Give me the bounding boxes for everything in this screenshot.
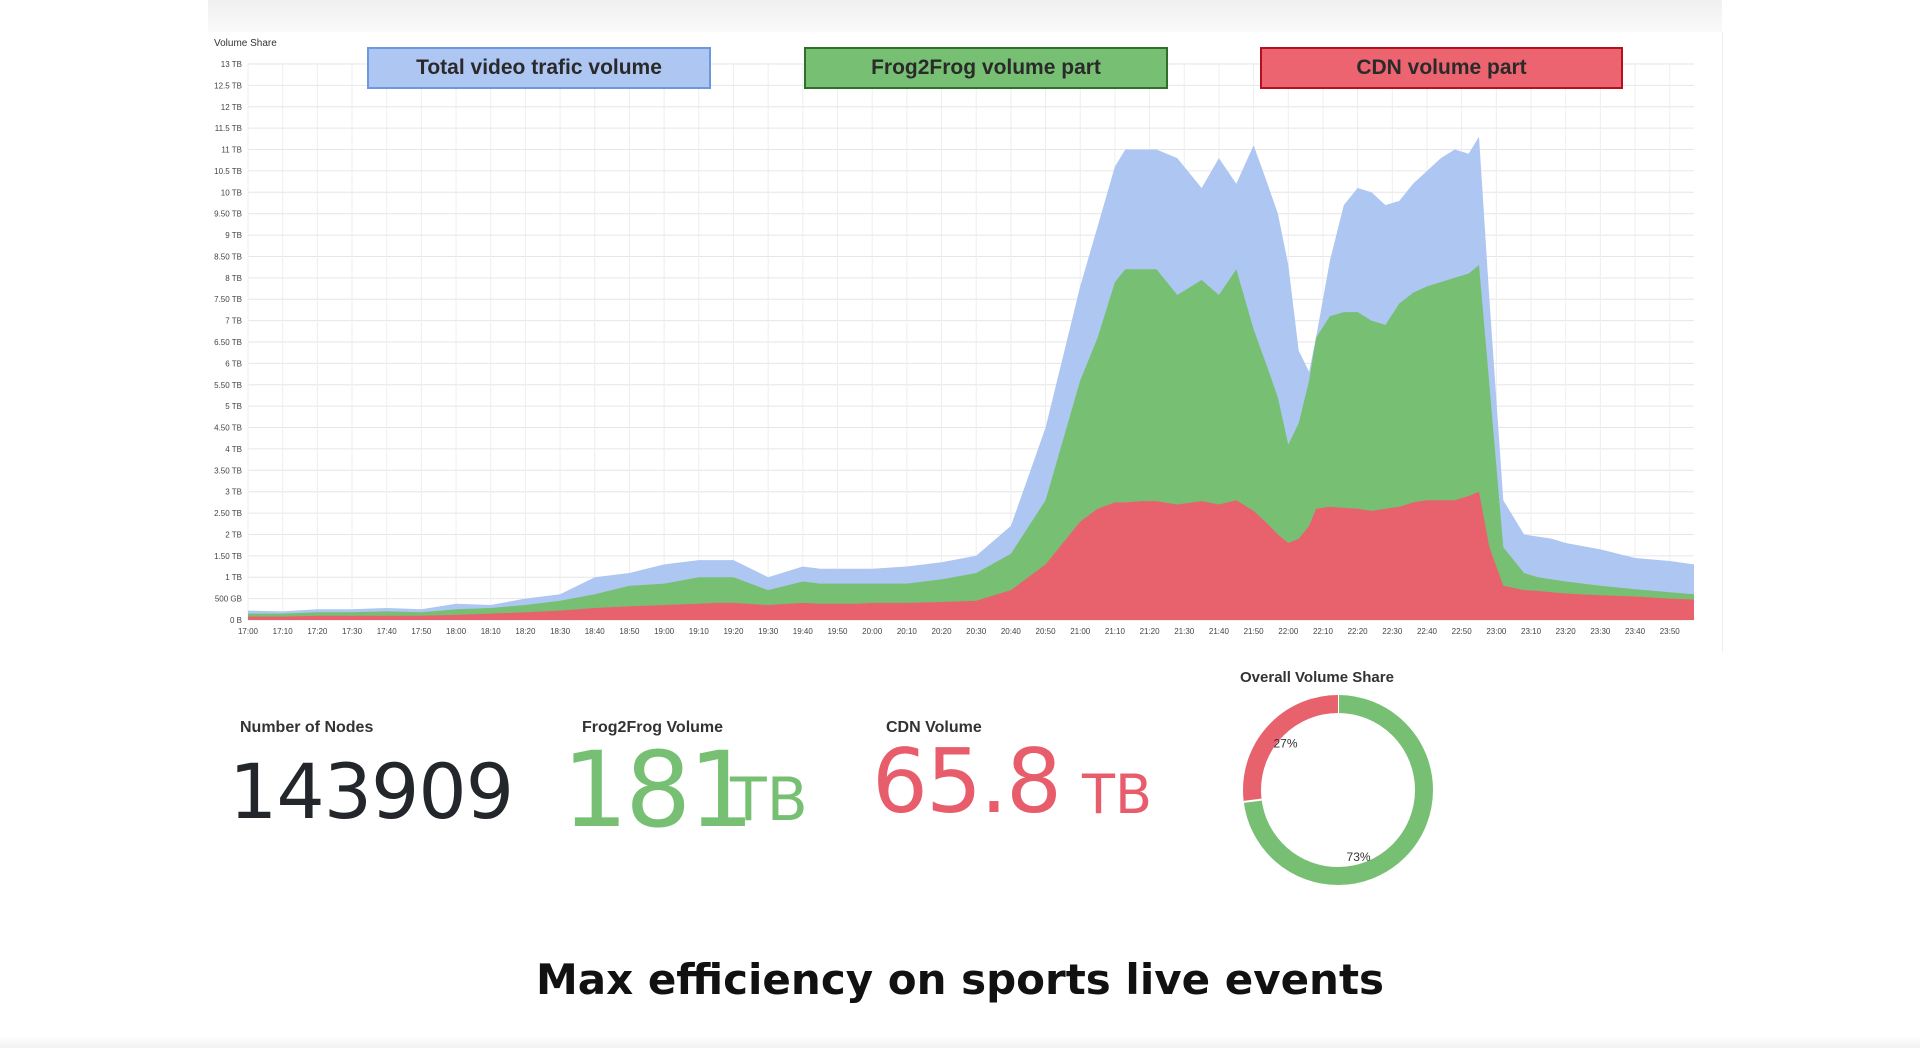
x-tick-label: 23:00 (1486, 627, 1507, 636)
x-tick-label: 20:40 (1001, 627, 1022, 636)
volume-share-chart: Volume Share 0 B 500 GB 1 TB 1.50 TB 2 TB 2.5… (214, 38, 1694, 636)
y-tick-label: 10.5 TB (214, 167, 242, 176)
y-tick-label: 9.50 TB (214, 210, 242, 219)
x-tick-label: 17:10 (273, 627, 294, 636)
caption: Max efficiency on sports live events (535, 955, 1385, 1004)
x-tick-label: 20:30 (966, 627, 987, 636)
frog2frog-volume-value: 181 (562, 729, 755, 851)
x-tick-label: 22:40 (1417, 627, 1438, 636)
y-tick-label: 4.50 TB (214, 424, 242, 433)
x-tick-label: 19:30 (758, 627, 779, 636)
x-tick-label: 17:40 (377, 627, 398, 636)
y-tick-label: 1 TB (225, 573, 242, 582)
cdn-volume-label: CDN Volume (886, 719, 982, 736)
y-tick-label: 5 TB (225, 402, 242, 411)
y-tick-label: 8.50 TB (214, 252, 242, 261)
x-tick-label: 22:50 (1452, 627, 1473, 636)
x-tick-label: 19:10 (689, 627, 710, 636)
x-tick-label: 17:00 (238, 627, 259, 636)
x-tick-label: 23:50 (1660, 627, 1681, 636)
x-tick-label: 17:30 (342, 627, 363, 636)
y-tick-label: 7.50 TB (214, 295, 242, 304)
donut-title: Overall Volume Share (1240, 669, 1394, 686)
y-tick-label: 1.50 TB (214, 552, 242, 561)
donut-separator (1243, 798, 1262, 803)
x-tick-label: 22:20 (1348, 627, 1369, 636)
volume-share-donut: 73% 27% (1243, 695, 1433, 885)
y-tick-label: 9 TB (225, 231, 242, 240)
x-tick-label: 23:20 (1556, 627, 1577, 636)
y-tick-label: 10 TB (221, 188, 242, 197)
x-tick-label: 21:10 (1105, 627, 1126, 636)
y-tick-label: 2.50 TB (214, 509, 242, 518)
x-tick-label: 18:30 (550, 627, 571, 636)
x-tick-label: 17:20 (307, 627, 328, 636)
x-tick-label: 21:40 (1209, 627, 1230, 636)
x-tick-label: 18:20 (515, 627, 536, 636)
cdn-volume-unit: TB (1082, 763, 1153, 826)
y-tick-label: 0 B (230, 616, 242, 625)
cdn-volume-area (248, 491, 1694, 620)
x-tick-label: 18:50 (619, 627, 640, 636)
legend-total-video-traffic: Total video trafic volume (367, 47, 711, 89)
y-tick-label: 500 GB (215, 595, 242, 604)
x-tick-label: 19:20 (723, 627, 744, 636)
x-tick-label: 23:10 (1521, 627, 1542, 636)
y-tick-label: 6.50 TB (214, 338, 242, 347)
x-tick-label: 17:50 (411, 627, 432, 636)
x-tick-label: 21:50 (1244, 627, 1265, 636)
x-tick-label: 18:00 (446, 627, 467, 636)
y-tick-label: 3 TB (225, 488, 242, 497)
volume-share-chart-panel: Volume Share 0 B 500 GB 1 TB 1.50 TB 2 TB 2.5… (208, 32, 1723, 652)
y-tick-label: 5.50 TB (214, 381, 242, 390)
top-strip (208, 0, 1722, 32)
x-tick-label: 18:40 (585, 627, 606, 636)
x-tick-label: 20:20 (932, 627, 953, 636)
x-tick-label: 21:20 (1140, 627, 1161, 636)
y-tick-label: 8 TB (225, 274, 242, 283)
x-tick-label: 23:30 (1590, 627, 1611, 636)
y-tick-label: 13 TB (221, 60, 242, 69)
legend-frog2frog-volume: Frog2Frog volume part (804, 47, 1168, 89)
x-tick-label: 20:50 (1036, 627, 1057, 636)
x-tick-label: 21:30 (1174, 627, 1195, 636)
x-tick-label: 20:00 (862, 627, 883, 636)
y-tick-label: 4 TB (225, 445, 242, 454)
nodes-label: Number of Nodes (240, 719, 374, 736)
nodes-value: 143909 (229, 747, 514, 836)
x-axis-ticks: 17:00 17:10 17:20 17:30 17:40 17:50 18:00 18:10… (238, 627, 1680, 636)
x-tick-label: 21:00 (1070, 627, 1091, 636)
donut-label-cdn: 27% (1273, 737, 1297, 751)
x-tick-label: 22:10 (1313, 627, 1334, 636)
frog2frog-volume-label: Frog2Frog Volume (582, 719, 724, 736)
x-tick-label: 19:50 (827, 627, 848, 636)
frog2frog-volume-unit: TB (730, 765, 808, 835)
x-tick-label: 22:30 (1382, 627, 1403, 636)
y-tick-label: 3.50 TB (214, 466, 242, 475)
y-axis-ticks: 0 B 500 GB 1 TB 1.50 TB 2 TB 2.50 TB 3 TB 3.50 … (214, 60, 242, 625)
y-tick-label: 7 TB (225, 317, 242, 326)
x-tick-label: 20:10 (897, 627, 918, 636)
donut-label-frog2frog: 73% (1347, 850, 1371, 864)
donut-slice-cdn (1243, 695, 1433, 885)
x-tick-label: 19:00 (654, 627, 675, 636)
y-tick-label: 12 TB (221, 103, 242, 112)
chart-title: Volume Share (214, 38, 277, 49)
y-tick-label: 11.5 TB (215, 124, 242, 133)
y-tick-label: 2 TB (225, 530, 242, 539)
bottom-fade (0, 1036, 1920, 1048)
cdn-volume-value: 65.8 (872, 730, 1062, 833)
x-tick-label: 22:00 (1278, 627, 1299, 636)
x-tick-label: 18:10 (481, 627, 502, 636)
y-tick-label: 12.5 TB (214, 81, 242, 90)
y-tick-label: 11 TB (221, 146, 242, 155)
x-tick-label: 23:40 (1625, 627, 1646, 636)
legend-cdn-volume: CDN volume part (1260, 47, 1623, 89)
y-tick-label: 6 TB (225, 359, 242, 368)
chart-areas (248, 136, 1694, 620)
x-tick-label: 19:40 (793, 627, 814, 636)
